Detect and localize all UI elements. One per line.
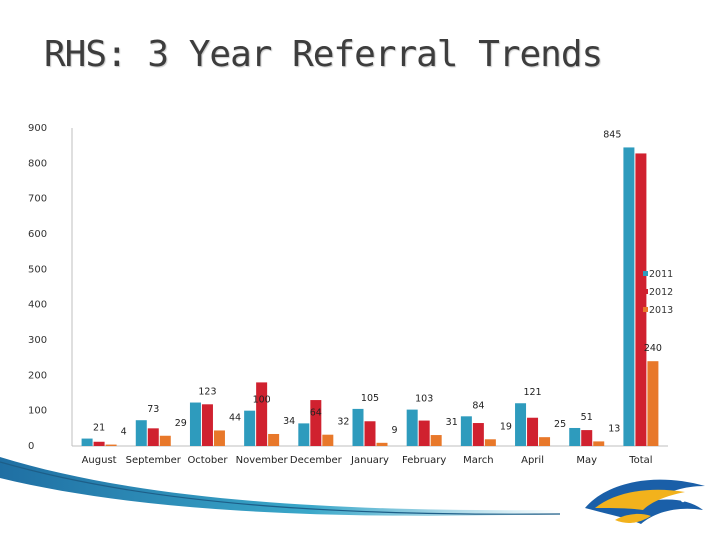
bar-2011-total (623, 147, 635, 446)
bar-2011-april (515, 403, 527, 446)
x-category-label: Total (628, 455, 652, 466)
data-label: 240 (644, 343, 662, 354)
x-category-label: September (126, 455, 182, 466)
data-label: 100 (253, 395, 271, 406)
y-tick-label: 300 (28, 335, 47, 346)
data-label: 64 (310, 407, 322, 418)
label-layer: 21 4 73 29 123 44 100 34 64 32 105 9 103 31 84 19 121 25 5… (93, 129, 662, 437)
data-label: 31 (446, 417, 458, 428)
y-tick-label: 200 (28, 370, 47, 381)
y-tick-label: 600 (28, 229, 47, 240)
data-label: 9 (392, 425, 398, 436)
data-label: 44 (229, 412, 241, 423)
data-label: 105 (361, 393, 379, 404)
bar-2011-august (81, 438, 93, 446)
x-category-label: December (290, 455, 343, 466)
data-label: 25 (554, 419, 566, 430)
bar-2012-august (93, 441, 105, 446)
data-label: 13 (608, 423, 620, 434)
data-label: 32 (337, 417, 349, 428)
bar-2012-may (581, 430, 593, 446)
bottom-swoosh-decoration (0, 457, 560, 516)
legend-label-2012: 2012 (649, 287, 673, 298)
bar-2013-february (430, 435, 442, 446)
data-label: 123 (198, 387, 216, 398)
data-label: 84 (472, 400, 484, 411)
bar-2011-october (189, 402, 201, 446)
bar-2012-february (418, 420, 430, 446)
legend-swatch-2013 (643, 307, 648, 312)
y-tick-label: 800 (28, 158, 47, 169)
bar-2013-november (268, 433, 280, 446)
bar-2012-november (256, 382, 268, 446)
axis-layer: 0 100 200 300 400 500 600 700 800 900 August Septem… (28, 123, 668, 466)
data-label: 21 (93, 423, 105, 434)
data-label: 103 (415, 394, 433, 405)
bar-2013-may (593, 441, 605, 446)
data-label: 73 (147, 404, 159, 415)
bar-2012-october (201, 404, 213, 446)
bar-2011-september (135, 420, 147, 446)
bar-2012-april (527, 417, 539, 446)
data-label: 29 (175, 418, 187, 429)
data-label: 845 (603, 129, 621, 140)
x-category-label: April (521, 455, 544, 466)
data-label: 121 (523, 387, 541, 398)
y-tick-label: 400 (28, 300, 47, 311)
bar-2011-march (460, 416, 472, 446)
y-tick-label: 500 (28, 264, 47, 275)
bar-2011-january (352, 408, 364, 446)
bar-2013-april (539, 437, 551, 446)
x-category-label: March (463, 455, 493, 466)
bar-2013-total (647, 361, 659, 446)
bar-2012-january (364, 421, 376, 446)
data-label: 51 (581, 412, 593, 423)
x-category-label: August (82, 455, 117, 466)
bar-2011-february (406, 409, 418, 446)
legend-swatch-2011 (643, 271, 648, 276)
bar-2013-october (213, 430, 225, 446)
bar-2013-march (484, 439, 496, 446)
eagle-head-logo-icon (585, 479, 705, 524)
bar-2013-january (376, 442, 388, 446)
x-category-label: November (236, 455, 289, 466)
bar-layer (81, 147, 659, 446)
legend-swatch-2012 (643, 289, 648, 294)
slide-title: RHS: 3 Year Referral Trends (44, 34, 603, 75)
legend: 2011 2012 2013 (643, 269, 673, 316)
bar-2012-total (635, 153, 647, 446)
x-category-label: February (402, 455, 446, 466)
bottom-swoosh-line (0, 461, 561, 515)
y-tick-label: 900 (28, 123, 47, 134)
legend-label-2013: 2013 (649, 305, 673, 316)
data-label: 34 (283, 416, 295, 427)
bar-2011-december (298, 423, 310, 446)
bar-2012-march (472, 423, 484, 446)
y-tick-label: 700 (28, 194, 47, 205)
x-category-label: January (350, 455, 389, 466)
bar-2013-august (105, 444, 117, 446)
data-label: 4 (121, 427, 127, 438)
x-category-label: October (187, 455, 228, 466)
bar-2013-september (159, 435, 171, 446)
data-label: 19 (500, 421, 512, 432)
y-tick-label: 0 (28, 441, 34, 452)
bar-2011-may (569, 427, 581, 446)
y-tick-label: 100 (28, 406, 47, 417)
bar-2012-december (310, 400, 322, 446)
bar-2012-september (147, 428, 159, 446)
bar-2011-november (244, 410, 256, 446)
x-category-label: May (576, 455, 597, 466)
bar-2013-december (322, 434, 334, 446)
legend-label-2011: 2011 (649, 269, 673, 280)
